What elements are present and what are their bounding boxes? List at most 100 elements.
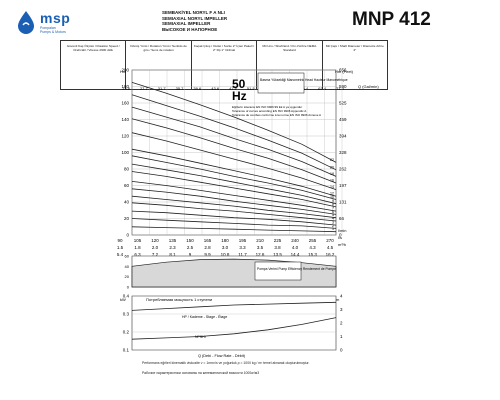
footnote-2: Рабочие характеристики основаны на кинем… (142, 371, 260, 375)
head-curve-3 (131, 210, 337, 226)
head-x-tick-lmin: 210 (256, 238, 264, 243)
head-curve-20 (131, 94, 337, 171)
head-y-tick-right: 66 (339, 216, 345, 221)
power-label: Потребляемая мощность 1 ступени (146, 297, 212, 302)
head-x-tick-ls: 2.0 (152, 245, 159, 250)
head-x-tick-ls: 2.5 (187, 245, 194, 250)
head-y-tick-right: 394 (339, 134, 347, 139)
head-curve-12 (131, 148, 337, 197)
npsh-curve (131, 317, 337, 340)
head-y-tick-right: 131 (339, 200, 347, 205)
spec-cell-shaft-diameter: Mil Çapı / Shaft Diameter / Diamètre Arb… (325, 44, 384, 52)
head-x-tick-ls: 1.8 (134, 245, 141, 250)
head-y-tick-left: 140 (121, 117, 129, 122)
head-curve-label: 12 (330, 192, 334, 196)
head-curve-label: 1 (332, 227, 334, 231)
head-curve-8 (131, 171, 337, 208)
head-y-tick-left: 100 (121, 150, 129, 155)
npsh-y-tick-right: 2 (340, 321, 343, 326)
power-unit: kW (120, 297, 126, 302)
head-x-tick-ls: 4.0 (292, 245, 299, 250)
impeller-title: SEMBAKİYEL NORYL F A NLI SEMIAXIAL NORYL… (162, 10, 227, 32)
head-x-tick-lmin: 240 (291, 238, 299, 243)
head-y-tick-right: 0 (339, 233, 342, 238)
head-x-tick-m3: 8.1 (169, 252, 176, 257)
efficiency-y-tick: 20 (125, 274, 130, 279)
head-curve-2 (131, 218, 337, 229)
efficiency-y-tick: 0 (127, 285, 130, 290)
head-x-tick-lmin: 150 (186, 238, 194, 243)
head-curve-label: 4 (332, 216, 334, 220)
head-x-tick-m3: 5.4 (117, 252, 124, 257)
head-x-tick-ls: 4.5 (327, 245, 334, 250)
head-y-tick-left: 60 (124, 183, 130, 188)
npsh-unit: m (336, 297, 340, 302)
head-y-tick-right: 197 (339, 183, 347, 188)
head-x-tick-lmin: 135 (169, 238, 177, 243)
tolerance-line-2: Tolerance of curves according EN ISO 990… (232, 109, 306, 113)
efficiency-y-tick: 40 (125, 264, 130, 269)
spec-table: Güvenli Kaş Ölçüsü / Rotation Speed / Dr… (60, 40, 388, 90)
head-curve-label: 18 (330, 172, 334, 176)
head-curve-label: 7 (332, 207, 334, 211)
head-curve-6 (131, 188, 337, 215)
efficiency-chart: 0 20 40 60 (125, 254, 337, 290)
head-x-tick-m3: 7.2 (152, 252, 159, 257)
head-y-tick-right: 525 (339, 101, 347, 106)
tolerance-line-3: Tolérance de courbes conforme à la norme… (232, 113, 321, 117)
head-x-tick-ls: 4.3 (309, 245, 316, 250)
title-line: SEMBAKİYEL NORYL F A NLI (162, 10, 225, 15)
logo-drop-icon (18, 11, 34, 34)
head-x-tick-lmin: 195 (239, 238, 247, 243)
power-plot-frame (131, 295, 337, 351)
spec-cell-shaft-end: Mil Ucu / Shaft End / Fin d'Arbre NEMA S… (257, 41, 323, 89)
head-x-tick-m3: 9.9 (204, 252, 211, 257)
efficiency-legend-text: Pompa Verimi Pump Efficiency Rendement d… (257, 267, 336, 271)
head-curve-9 (131, 163, 337, 205)
head-x-tick-ls: 3.3 (239, 245, 246, 250)
brand-sub-1: Pompaları (40, 26, 56, 30)
head-x-tick-m3: 10.8 (221, 252, 230, 257)
head-x-tick-ls: 3.8 (274, 245, 281, 250)
title-line: SEMIAXIAL NORYL IMPELLER (162, 15, 228, 21)
head-x-tick-m3: 6.3 (134, 252, 141, 257)
head-plot-frame (131, 69, 337, 236)
head-x-tick-m3: 14.4 (291, 252, 300, 257)
head-x-tick-ls: 1.5 (117, 245, 124, 250)
head-x-tick-m3: 13.5 (273, 252, 282, 257)
spec-cell-speed: Güvenli Kaş Ölçüsü / Rotation Speed / Dr… (61, 41, 127, 89)
x-unit-m3: m³/h (338, 242, 346, 247)
head-curve-label: 2 (332, 224, 334, 228)
flow-caption: Q (Debi - Flow Rate - Débit) (198, 354, 246, 358)
head-y-tick-left: 40 (124, 200, 130, 205)
power-y-tick-left: 0.4 (123, 294, 130, 299)
head-curve-5 (131, 195, 337, 219)
head-curve-label: 10 (330, 195, 334, 199)
head-curve-label: 16 (330, 179, 334, 183)
head-curve-18 (131, 106, 337, 177)
footnote-1: Performans eğrileri kinematik viskozite … (142, 361, 310, 365)
head-y-tick-left: 80 (124, 167, 130, 172)
head-x-tick-ls: 3.0 (222, 245, 229, 250)
head-x-tick-lmin: 120 (151, 238, 159, 243)
npsh-y-tick-right: 4 (340, 294, 343, 299)
head-x-tick-m3: 15.3 (308, 252, 317, 257)
title-line: SEMIAXIAL IMPELLER (162, 21, 211, 26)
head-y-tick-left: 160 (121, 101, 129, 106)
head-x-tick-ls: 3.5 (257, 245, 264, 250)
tolerance-line-1: Eğrilerin toleransı EN ISO 9906:99 Ek A … (232, 105, 302, 109)
head-curve-22 (131, 82, 337, 163)
head-curve-7 (131, 181, 337, 212)
head-x-tick-lmin: 105 (134, 238, 142, 243)
head-curve-label: 3 (332, 221, 334, 225)
head-curve-label: 20 (330, 165, 334, 169)
brand-sub-2: Pumps & Motors (40, 30, 66, 34)
head-x-tick-ls: 2.3 (169, 245, 176, 250)
efficiency-plot-frame (131, 255, 337, 288)
power-curve (131, 301, 337, 311)
head-curve-label: 22 (330, 158, 334, 162)
model-name: MNP 412 (352, 9, 431, 30)
head-curve-4 (131, 202, 337, 222)
brand-subtitle: Pompaları Pumps & Motors (40, 26, 66, 34)
